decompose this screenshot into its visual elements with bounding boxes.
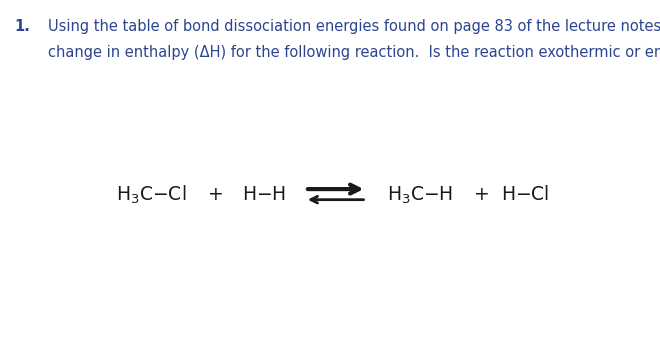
Text: Using the table of bond dissociation energies found on page 83 of the lecture no: Using the table of bond dissociation ene… [48, 19, 660, 34]
Text: H$-$Cl: H$-$Cl [501, 185, 549, 204]
Text: H$-$H: H$-$H [242, 185, 286, 204]
Text: +: + [208, 185, 223, 204]
Text: H$_3$C$-$H: H$_3$C$-$H [387, 184, 453, 206]
Text: H$_3$C$-$Cl: H$_3$C$-$Cl [116, 184, 187, 206]
Text: +: + [474, 185, 489, 204]
Text: change in enthalpy (ΔH) for the following reaction.  Is the reaction exothermic : change in enthalpy (ΔH) for the followin… [48, 45, 660, 60]
Text: 1.: 1. [15, 19, 30, 34]
